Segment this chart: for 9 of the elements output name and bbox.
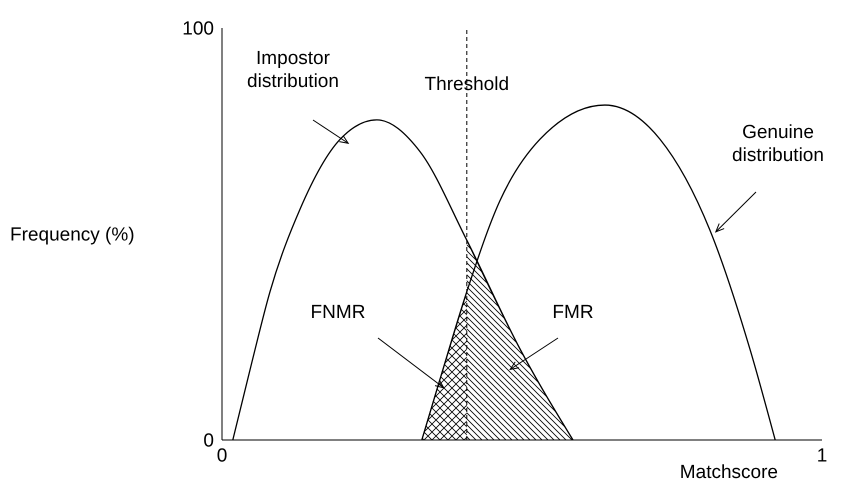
x-tick-label: 1 [816, 445, 828, 466]
y-tick-label: 100 [182, 18, 214, 40]
text: FNMR [310, 302, 366, 323]
text: FMR [552, 302, 594, 323]
y-axis-title: Frequency (%) [10, 224, 135, 246]
x-axis-title: Matchscore [680, 462, 778, 482]
ref-line-label: Threshold [424, 74, 510, 95]
text: Impostor distribution [247, 48, 339, 92]
text: Genuine distribution [732, 122, 824, 166]
